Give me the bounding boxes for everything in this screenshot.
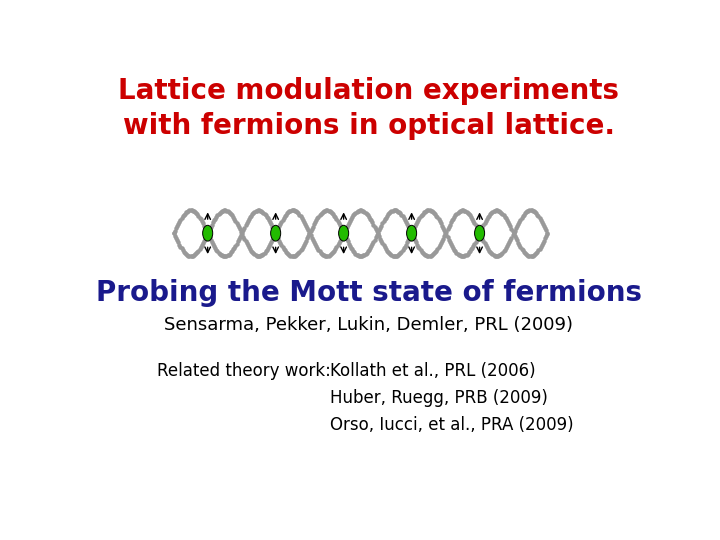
- Text: Kollath et al., PRL (2006): Kollath et al., PRL (2006): [330, 362, 536, 380]
- Ellipse shape: [474, 225, 485, 241]
- Text: Huber, Ruegg, PRB (2009): Huber, Ruegg, PRB (2009): [330, 389, 548, 407]
- Text: Orso, Iucci, et al., PRA (2009): Orso, Iucci, et al., PRA (2009): [330, 416, 574, 434]
- Text: Sensarma, Pekker, Lukin, Demler, PRL (2009): Sensarma, Pekker, Lukin, Demler, PRL (20…: [164, 316, 574, 334]
- Text: Lattice modulation experiments
with fermions in optical lattice.: Lattice modulation experiments with ferm…: [119, 77, 619, 140]
- Ellipse shape: [338, 225, 348, 241]
- Ellipse shape: [271, 225, 281, 241]
- Text: Related theory work:: Related theory work:: [157, 362, 330, 380]
- Ellipse shape: [407, 225, 417, 241]
- Ellipse shape: [202, 225, 212, 241]
- Text: Probing the Mott state of fermions: Probing the Mott state of fermions: [96, 279, 642, 307]
